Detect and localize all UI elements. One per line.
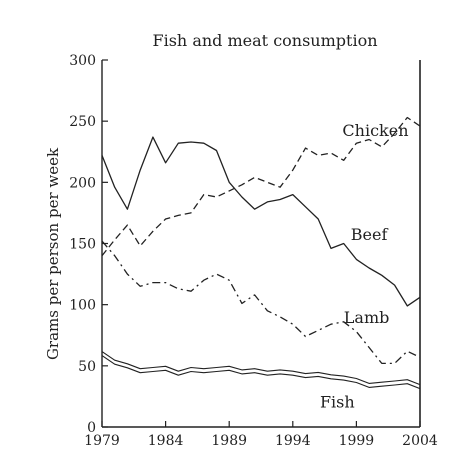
x-tick-label: 1989 [211,433,247,449]
y-tick-label: 100 [69,298,96,314]
series-lines [101,116,421,390]
x-tick-label: 1979 [84,433,120,449]
x-tick-label: 1994 [275,433,311,449]
y-tick-label: 50 [78,359,96,375]
lamb-series-line [101,240,421,365]
chicken-series-line [101,116,421,257]
fish-series-label: Fish [320,392,355,411]
x-axis-ticks: 1979 1984 1989 1994 1999 2004 [84,421,438,449]
chicken-series-label: Chicken [342,121,408,140]
fish-series-line [101,355,421,390]
fish-series-line [101,351,421,386]
y-tick-label: 300 [69,53,96,69]
y-axis-ticks: 0 50 100 150 200 250 300 [69,53,108,436]
y-axis-label: Grams per person per week [44,147,62,360]
y-tick-label: 200 [69,175,96,191]
x-tick-label: 2004 [402,433,438,449]
beef-series-line [101,136,421,307]
chart-title: Fish and meat consumption [153,31,378,50]
beef-series-label: Beef [351,225,389,244]
lamb-series-label: Lamb [344,308,390,327]
y-tick-label: 250 [69,114,96,130]
x-tick-label: 1984 [148,433,184,449]
y-tick-label: 0 [87,420,96,436]
x-tick-label: 1999 [339,433,375,449]
series-labels: Chicken Beef Lamb Fish [320,121,409,412]
y-tick-label: 150 [69,237,96,253]
